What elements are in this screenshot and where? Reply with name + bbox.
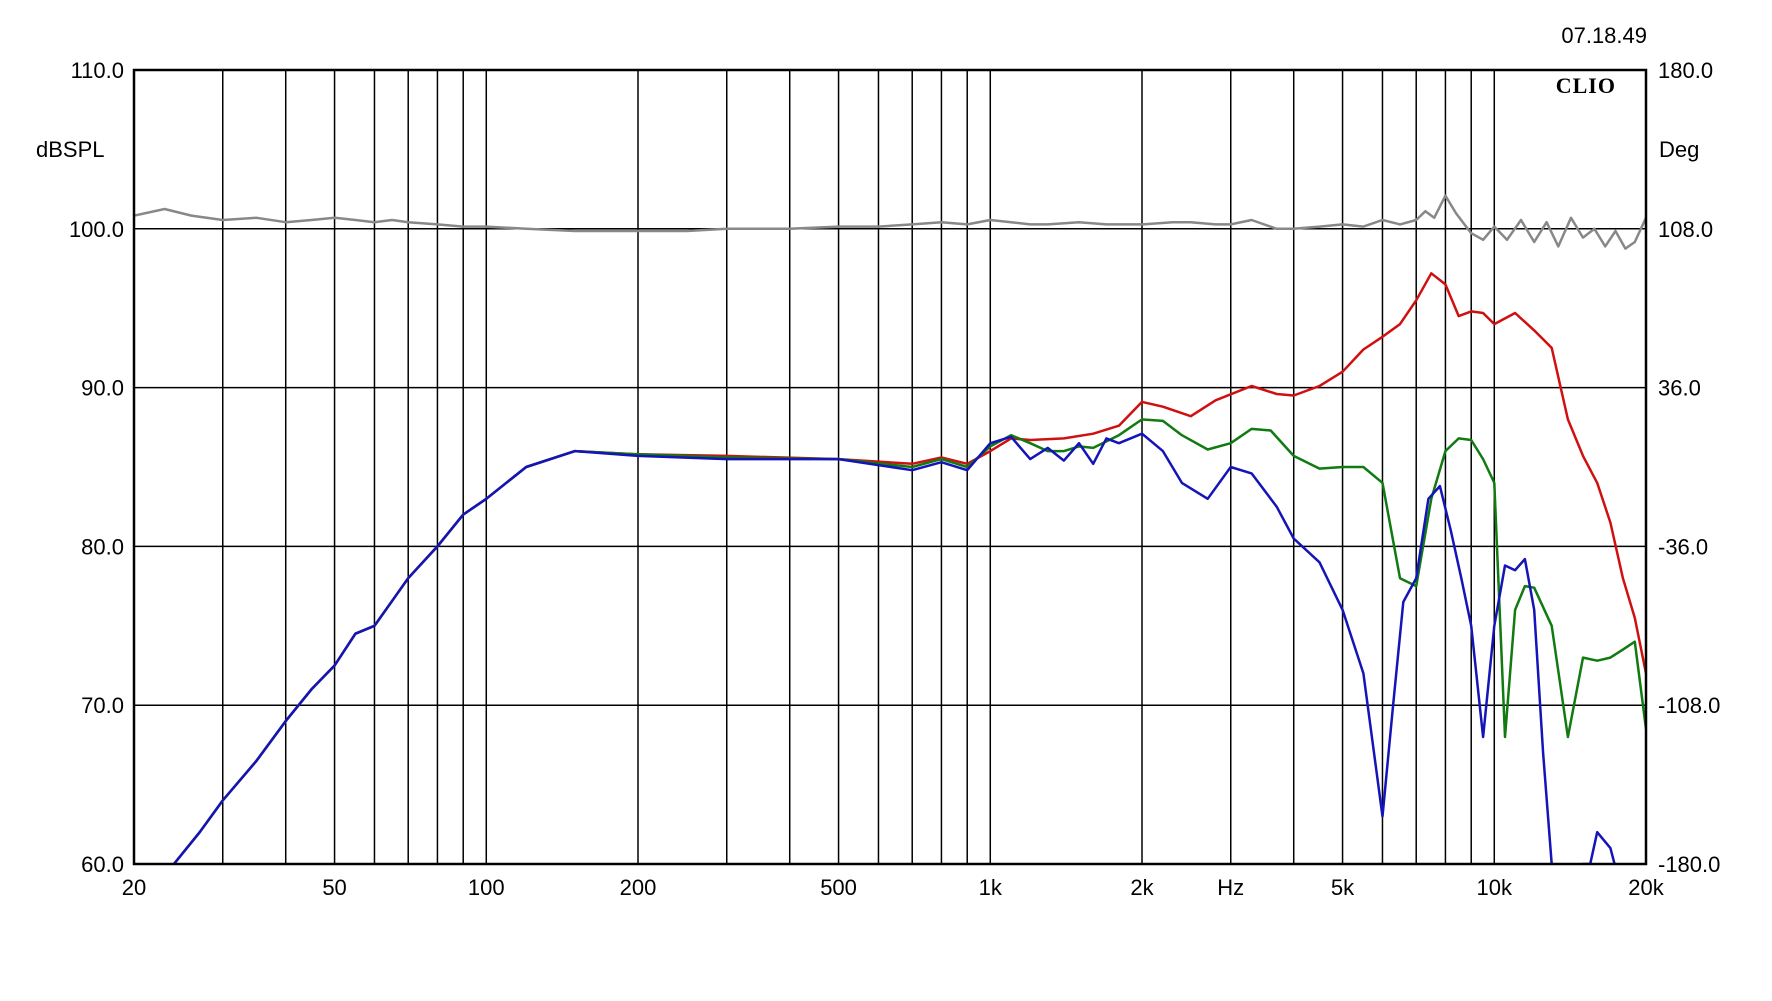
x-tick-label: 500 [820,875,857,900]
y-tick-label: 60.0 [81,852,124,877]
y2-tick-label: -180.0 [1658,852,1720,877]
x-tick-label: 5k [1331,875,1355,900]
series-layer [134,194,1646,864]
y2-tick-label: 180.0 [1658,58,1713,83]
x-axis-title: Hz [1217,875,1244,900]
x-tick-label: 2k [1130,875,1154,900]
y-axis-labels: 60.0 70.0 80.0 90.0 100.0 110.0 [69,58,124,877]
x-tick-label: 50 [322,875,346,900]
y-tick-label: 70.0 [81,693,124,718]
y2-tick-label: 108.0 [1658,217,1713,242]
y2-tick-label: 36.0 [1658,376,1701,401]
x-tick-label: 200 [620,875,657,900]
timestamp: 07.18.49 [1561,23,1647,48]
y2-axis-title: Deg [1659,137,1699,162]
y2-tick-label: -36.0 [1658,534,1708,559]
series-line-4 [172,432,1616,864]
y2-axis-labels: -180.0 -108.0 -36.0 36.0 108.0 180.0 [1658,58,1720,877]
y-tick-label: 100.0 [69,217,124,242]
y2-tick-label: -108.0 [1658,693,1720,718]
series-line-1 [134,194,1646,250]
y-axis-title: dBSPL [36,137,105,162]
x-tick-label: 10k [1477,875,1513,900]
y-tick-label: 110.0 [71,58,124,83]
y-tick-label: 90.0 [81,376,124,401]
x-axis-labels: 20 50 100 200 500 1k 2k 5k 10k 20k Hz [122,875,1665,900]
plot-frame [132,68,1648,866]
y-tick-label: 80.0 [81,534,124,559]
x-tick-label: 1k [979,875,1003,900]
x-tick-label: 20 [122,875,146,900]
brand-logo: CLIO [1556,73,1616,98]
x-tick-label: 20k [1628,875,1664,900]
x-tick-label: 100 [468,875,505,900]
